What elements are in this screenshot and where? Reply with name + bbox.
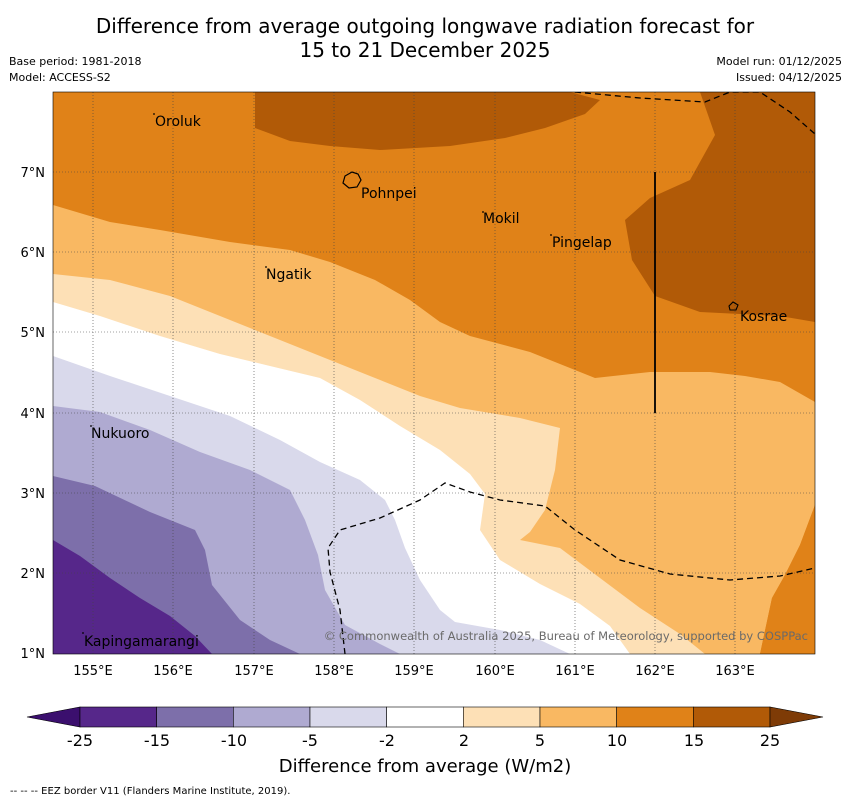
lon-tick-163e: 163°E — [715, 664, 755, 679]
colorbar-tick-neg2: -2 — [379, 731, 395, 750]
issued-date: Issued: 04/12/2025 — [735, 71, 842, 84]
lon-tick-160e: 160°E — [475, 664, 515, 679]
chart-title: Difference from average outgoing longwav… — [0, 14, 850, 62]
lat-tick-6n: 6°N — [21, 246, 46, 261]
meta-right: Model run: 01/12/2025 Issued: 04/12/2025 — [716, 54, 842, 86]
colorbar-extend-low — [26, 706, 81, 728]
colorbar-tick-15: 15 — [684, 731, 704, 750]
place-label-kosrae: Kosrae — [740, 309, 787, 325]
place-label-mokil: Mokil — [483, 211, 520, 227]
lon-tick-157e: 157°E — [234, 664, 274, 679]
lat-tick-5n: 5°N — [21, 326, 46, 341]
colorbar-tick-neg10: -10 — [221, 731, 247, 750]
colorbar-segment — [386, 706, 464, 728]
contour-band-15-25-north — [255, 92, 600, 150]
colorbar-segment — [79, 706, 157, 728]
place-label-oroluk: Oroluk — [155, 114, 202, 130]
place-label-pingelap: Pingelap — [552, 235, 612, 251]
place-label-ngatik: Ngatik — [266, 267, 312, 283]
colorbar-tick-neg15: -15 — [144, 731, 170, 750]
map-frame — [52, 91, 816, 655]
contour-band-neg25-neg15 — [53, 540, 212, 654]
contour-band-15-25-east — [625, 92, 815, 322]
contour-band-10-15-se — [760, 505, 815, 654]
lon-tick-158e: 158°E — [314, 664, 354, 679]
meta-left: Base period: 1981-2018 Model: ACCESS-S2 — [9, 54, 141, 86]
title-line-2: 15 to 21 December 2025 — [299, 38, 551, 62]
place-markers — [82, 113, 552, 634]
colorbar-tick-neg25: -25 — [67, 731, 93, 750]
colorbar-segment — [156, 706, 234, 728]
eez-borders — [327, 92, 815, 654]
lon-tick-161e: 161°E — [555, 664, 595, 679]
lat-tick-4n: 4°N — [21, 407, 46, 422]
colorbar-segment — [616, 706, 694, 728]
lat-tick-3n: 3°N — [21, 487, 46, 502]
colorbar-segment — [233, 706, 311, 728]
lat-tick-1n: 1°N — [21, 647, 46, 662]
colorbar-segment — [539, 706, 617, 728]
copyright-notice: © Commonwealth of Australia 2025, Bureau… — [324, 629, 808, 643]
kosrae-island — [728, 301, 739, 311]
colorbar-tick-10: 10 — [607, 731, 627, 750]
pohnpei-island — [342, 171, 362, 189]
lat-tick-2n: 2°N — [21, 567, 46, 582]
eez-attribution: -- -- -- EEZ border V11 (Flanders Marine… — [10, 786, 291, 797]
lon-tick-156e: 156°E — [153, 664, 193, 679]
colorbar-extend-high — [769, 706, 824, 728]
colorbar-tick-5: 5 — [535, 731, 545, 750]
colorbar-segment — [309, 706, 387, 728]
title-line-1: Difference from average outgoing longwav… — [95, 14, 755, 38]
base-period: Base period: 1981-2018 — [9, 55, 142, 68]
colorbar-segments — [26, 706, 824, 728]
colorbar-ticks: -25 -15 -10 -5 -2 2 5 10 15 25 — [67, 731, 780, 750]
lat-tick-7n: 7°N — [21, 166, 46, 181]
lon-tick-159e: 159°E — [394, 664, 434, 679]
colorbar-segment — [463, 706, 541, 728]
longitude-ticks: 155°E 156°E 157°E 158°E 159°E 160°E 161°… — [73, 664, 755, 679]
colorbar-tick-25: 25 — [760, 731, 780, 750]
place-label-kapingamarangi: Kapingamarangi — [84, 634, 199, 650]
model-run: Model run: 01/12/2025 — [716, 55, 842, 68]
colorbar-label: Difference from average (W/m2) — [279, 756, 571, 777]
colorbar-tick-2: 2 — [459, 731, 469, 750]
place-label-pohnpei: Pohnpei — [361, 186, 417, 202]
model-name: Model: ACCESS-S2 — [9, 71, 111, 84]
colorbar-segment — [693, 706, 771, 728]
lon-tick-162e: 162°E — [635, 664, 675, 679]
colorbar-tick-neg5: -5 — [302, 731, 318, 750]
latitude-ticks: 7°N 6°N 5°N 4°N 3°N 2°N 1°N — [21, 166, 46, 662]
lon-tick-155e: 155°E — [73, 664, 113, 679]
place-label-nukuoro: Nukuoro — [91, 426, 149, 442]
place-labels: Oroluk Pohnpei Mokil Pingelap Ngatik Kos… — [84, 114, 787, 650]
colorbar: -25 -15 -10 -5 -2 2 5 10 15 25 Differenc… — [26, 706, 824, 777]
contour-field — [53, 92, 815, 654]
